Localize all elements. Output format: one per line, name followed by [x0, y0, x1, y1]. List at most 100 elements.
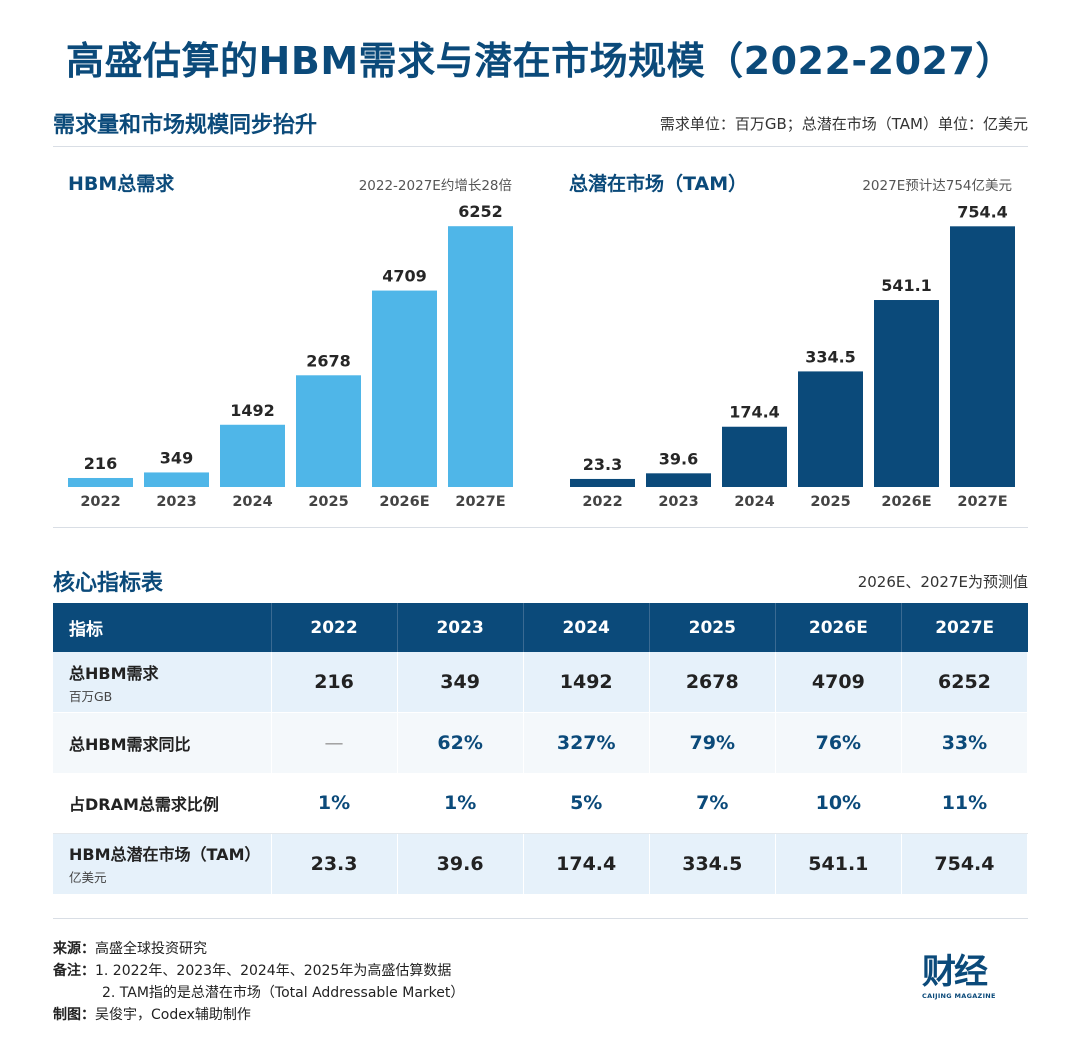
source-text: 高盛全球投资研究	[95, 941, 207, 957]
bar-2026E	[874, 300, 939, 487]
section-heading: 核心指标表	[53, 571, 164, 596]
table-cell: 79%	[649, 712, 776, 774]
table-cell: 6252	[901, 652, 1029, 713]
divider	[53, 527, 1028, 528]
table-row: 占DRAM总需求比例 1% 1% 5% 7% 10% 11%	[53, 773, 1029, 834]
row-label: 总HBM需求	[69, 663, 159, 683]
x-tick-label: 2027E	[455, 494, 505, 510]
table-cell: 5%	[523, 773, 650, 834]
table-cell: 10%	[775, 773, 902, 834]
bar-2022	[68, 477, 133, 487]
table-cell: 216	[271, 652, 398, 713]
table-cell: 1%	[397, 773, 524, 834]
x-tick-label: 2022	[582, 494, 622, 510]
divider	[53, 918, 1028, 919]
notes-key: 备注：	[53, 963, 95, 979]
data-label: 2678	[306, 351, 351, 370]
table-cell: 11%	[901, 773, 1029, 834]
caijing-logo: 财经 CAIJING MAGAZINE	[922, 954, 1004, 1004]
row-label: HBM总潜在市场（TAM）	[69, 845, 261, 865]
x-tick-label: 2024	[232, 494, 272, 510]
data-label: 23.3	[583, 455, 622, 474]
x-tick-label: 2026E	[379, 494, 429, 510]
table-cell: 349	[397, 652, 524, 713]
section-header-charts: 需求量和市场规模同步抬升 需求单位：百万GB；总潜在市场（TAM）单位：亿美元	[53, 107, 1028, 139]
table-cell: 174.4	[523, 833, 650, 895]
data-label: 1492	[230, 401, 275, 420]
section-header-table: 核心指标表 2026E、2027E为预测值	[53, 565, 1028, 597]
bar-2023	[144, 472, 209, 487]
x-tick-label: 2024	[734, 494, 774, 510]
chart-subtitle-tam: 2027E预计达754亿美元	[862, 178, 1012, 194]
bar-2023	[646, 473, 711, 487]
tam-bar-chart: 23.3 2022 39.6 2023 174.4 2024 334.5 2025 541.1 2…	[570, 202, 1015, 510]
column-header: 2024	[523, 603, 650, 652]
kpi-table: 指标 2022 2023 2024 2025 2026E 2027E 总HBM需…	[53, 603, 1029, 895]
x-tick-label: 2025	[308, 494, 348, 510]
source-key: 来源：	[53, 941, 95, 957]
bar-2025	[798, 371, 863, 487]
x-tick-label: 2025	[810, 494, 850, 510]
column-header: 2022	[271, 603, 398, 652]
table-cell: 1%	[271, 773, 398, 834]
divider	[53, 146, 1028, 147]
data-label: 349	[160, 448, 193, 467]
bar-2022	[570, 478, 635, 487]
chart-title-demand: HBM总需求	[68, 173, 175, 195]
column-header: 2025	[649, 603, 776, 652]
logo-cn: 财经	[922, 952, 988, 992]
x-tick-label: 2026E	[881, 494, 931, 510]
data-label: 541.1	[881, 276, 932, 295]
bar-2027E	[448, 226, 513, 488]
table-cell: 327%	[523, 712, 650, 774]
row-unit: 亿美元	[69, 870, 107, 886]
bar-2024	[722, 426, 787, 487]
table-cell: 2678	[649, 652, 776, 713]
data-label: 174.4	[729, 403, 780, 422]
row-label-cell: 总HBM需求 百万GB	[53, 652, 272, 713]
units-note: 需求单位：百万GB；总潜在市场（TAM）单位：亿美元	[659, 115, 1028, 133]
chart-subtitle-demand: 2022-2027E约增长28倍	[358, 178, 512, 194]
row-label-cell: 占DRAM总需求比例	[53, 773, 272, 834]
data-label: 39.6	[659, 449, 698, 468]
table-cell: 541.1	[775, 833, 902, 895]
table-cell: 4709	[775, 652, 902, 713]
bar-2026E	[372, 290, 437, 487]
bar-2025	[296, 375, 361, 487]
footer-notes: 来源：高盛全球投资研究 备注：1. 2022年、2023年、2024年、2025…	[53, 938, 464, 1026]
credit-text: 吴俊宇，Codex辅助制作	[95, 1007, 251, 1023]
table-cell: 33%	[901, 712, 1029, 774]
row-unit: 百万GB	[69, 688, 113, 704]
note-1: 1. 2022年、2023年、2024年、2025年为高盛估算数据	[95, 963, 452, 979]
bar-2027E	[950, 226, 1015, 487]
row-label: 总HBM需求同比	[69, 734, 191, 754]
data-label: 4709	[382, 267, 427, 286]
table-header-row: 指标 2022 2023 2024 2025 2026E 2027E	[53, 603, 1028, 652]
table-cell: 76%	[775, 712, 902, 774]
section-heading: 需求量和市场规模同步抬升	[53, 113, 318, 138]
data-label: 216	[84, 454, 117, 473]
table-cell: 1492	[523, 652, 650, 713]
column-header: 指标	[53, 603, 272, 652]
table-row: 总HBM需求同比 — 62% 327% 79% 76% 33%	[53, 712, 1029, 774]
row-label-cell: 总HBM需求同比	[53, 712, 272, 774]
table-cell: 39.6	[397, 833, 524, 895]
x-tick-label: 2022	[80, 494, 120, 510]
table-cell: 7%	[649, 773, 776, 834]
table-cell: 62%	[397, 712, 524, 774]
table-row: 总HBM需求 百万GB 216 349 1492 2678 4709 6252	[53, 652, 1029, 713]
column-header: 2027E	[901, 603, 1028, 652]
data-label: 754.4	[957, 202, 1008, 221]
table-row: HBM总潜在市场（TAM） 亿美元 23.3 39.6 174.4 334.5 …	[53, 833, 1029, 895]
logo-en: CAIJING MAGAZINE	[922, 992, 996, 1000]
column-header: 2023	[397, 603, 524, 652]
bar-2024	[220, 424, 285, 487]
table-cell: 334.5	[649, 833, 776, 895]
forecast-note: 2026E、2027E为预测值	[857, 573, 1028, 591]
row-label: 占DRAM总需求比例	[69, 795, 219, 815]
column-header: 2026E	[775, 603, 902, 652]
page-title: 高盛估算的HBM需求与潜在市场规模（2022-2027）	[66, 39, 1014, 83]
data-label: 6252	[458, 202, 503, 221]
x-tick-label: 2023	[156, 494, 196, 510]
table-cell: —	[271, 712, 398, 774]
